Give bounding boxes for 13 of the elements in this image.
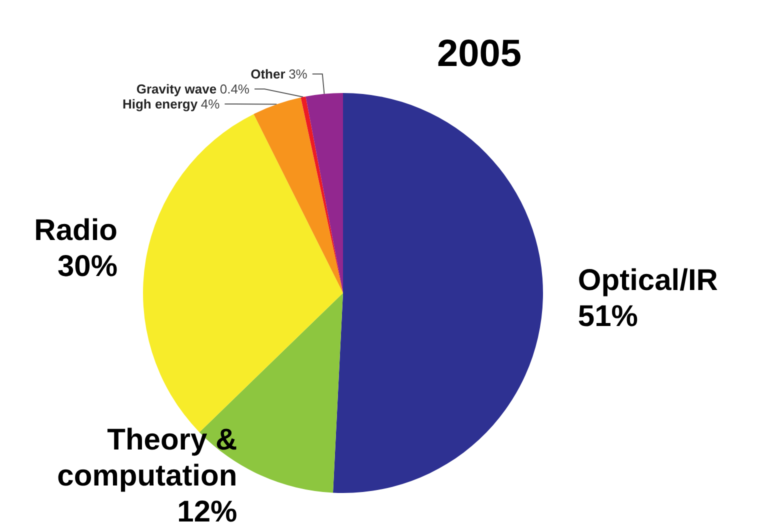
data-label: 4% bbox=[200, 96, 220, 112]
slice-label: Other bbox=[250, 66, 286, 82]
slice-label: Gravity wave bbox=[136, 81, 217, 96]
slice-label: Optical/IR bbox=[578, 264, 718, 298]
slice-label: High energy bbox=[122, 96, 198, 112]
slice-label: Radio bbox=[34, 214, 118, 248]
data-label: 30% bbox=[57, 250, 118, 284]
chart-title: 2005 bbox=[437, 33, 522, 75]
data-label: 51% bbox=[578, 300, 638, 334]
data-label: 0.4% bbox=[220, 81, 250, 96]
data-label: 3% bbox=[288, 66, 308, 82]
data-label: 12% bbox=[177, 496, 238, 528]
slice-label: Theory & computation bbox=[57, 424, 238, 492]
